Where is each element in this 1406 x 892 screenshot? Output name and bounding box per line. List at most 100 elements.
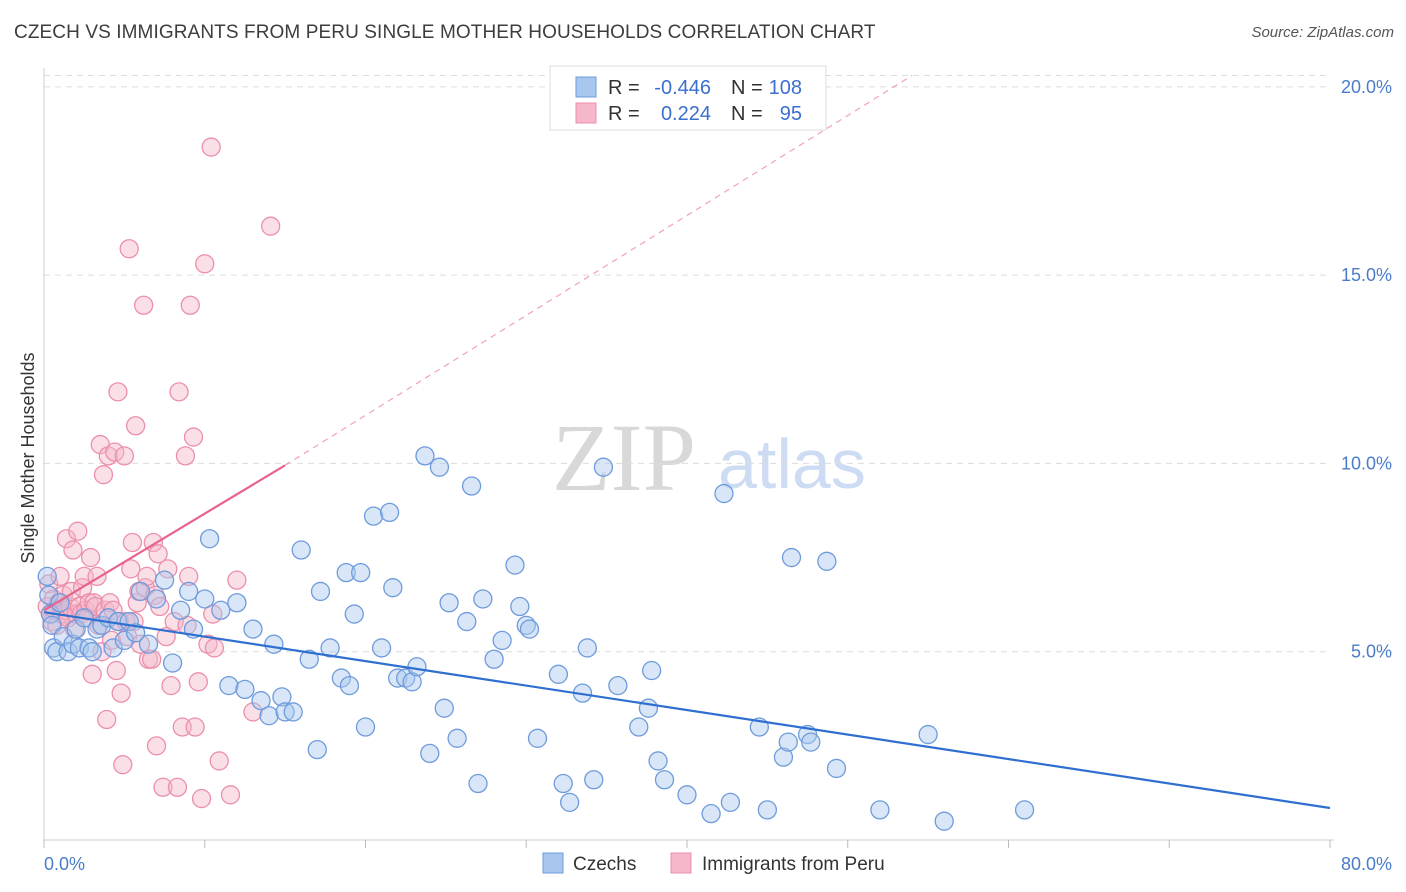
czech-point <box>195 589 215 609</box>
czech-point <box>243 619 263 639</box>
czech-point <box>154 570 175 590</box>
peru-point <box>105 442 125 462</box>
peru-point <box>108 382 128 402</box>
czech-points <box>37 446 1035 831</box>
peru-point <box>209 751 229 771</box>
czech-point <box>37 566 57 587</box>
peru-point <box>204 638 225 658</box>
peru-point <box>63 540 83 560</box>
czech-point <box>641 660 662 681</box>
czech-point <box>138 634 159 654</box>
peru-point <box>93 465 114 485</box>
peru-point <box>119 239 139 259</box>
series-legend: Czechs Immigrants from Peru <box>542 852 885 875</box>
czech-point <box>387 668 408 688</box>
czech-point <box>199 529 220 549</box>
czech-point <box>146 589 167 609</box>
czech-point <box>219 675 239 696</box>
peru-point <box>82 664 102 684</box>
czech-point <box>720 792 741 812</box>
czech-point <box>638 698 659 718</box>
czech-point <box>817 551 837 571</box>
czech-point <box>457 611 477 632</box>
peru-point <box>80 547 101 568</box>
czech-point <box>227 593 247 613</box>
peru-point <box>169 382 189 402</box>
peru-point <box>114 446 135 466</box>
czech-point <box>560 792 580 812</box>
trend-lines <box>43 75 1331 810</box>
czech-point <box>383 578 403 598</box>
czech-trend-line <box>43 611 1331 810</box>
legend-r-label-peru: R = <box>608 103 640 125</box>
czech-point <box>103 638 123 658</box>
legend-r-value-czechs: -0.446 <box>654 77 711 99</box>
legend-n-label-czechs: N = <box>731 77 763 99</box>
czech-point <box>492 630 512 651</box>
peru-point <box>106 660 126 681</box>
czech-point <box>654 770 675 790</box>
czech-point <box>363 506 384 526</box>
czech-point <box>593 457 614 477</box>
czech-point <box>553 773 573 794</box>
czech-point <box>310 581 331 602</box>
peru-point <box>158 559 178 579</box>
czech-point <box>283 702 303 722</box>
czech-point <box>307 739 327 760</box>
peru-point <box>113 755 133 775</box>
czech-point <box>82 642 102 662</box>
legend-swatch-czechs <box>575 76 597 98</box>
stats-legend: R = -0.446 N = 108 R = 0.224 N = 95 <box>549 65 827 131</box>
czech-point <box>291 540 311 560</box>
peru-point <box>261 216 281 236</box>
czech-point <box>714 483 734 504</box>
peru-point <box>220 785 241 805</box>
czech-point <box>320 638 340 658</box>
watermark-zip: ZIP <box>552 404 696 511</box>
czech-point <box>125 623 146 643</box>
czech-point <box>429 457 450 477</box>
source-label: Source: ZipAtlas.com <box>1251 24 1394 41</box>
peru-point <box>111 683 131 703</box>
peru-point <box>180 295 200 315</box>
peru-point <box>97 709 117 730</box>
czech-point <box>235 679 255 700</box>
czech-point <box>484 649 504 669</box>
czech-point <box>407 657 427 677</box>
peru-point <box>179 566 199 587</box>
czech-point <box>355 717 376 737</box>
peru-point <box>227 570 247 590</box>
czech-point <box>461 476 482 496</box>
peru-point <box>121 559 141 579</box>
bottom-legend-swatch-peru <box>670 852 692 874</box>
peru-trend-extension <box>284 75 913 466</box>
czech-point <box>447 728 467 748</box>
czech-point <box>39 585 59 605</box>
legend-r-label-czechs: R = <box>608 77 640 99</box>
y-tick-label: 15.0% <box>1341 265 1392 285</box>
czech-point <box>608 675 628 696</box>
czech-point <box>420 743 440 764</box>
peru-point <box>39 574 59 594</box>
czech-point <box>773 747 794 767</box>
czech-point <box>918 724 938 745</box>
x-tick-label-min: 0.0% <box>44 854 85 874</box>
czech-point <box>826 758 847 779</box>
peru-point <box>134 295 154 315</box>
peru-point <box>188 672 208 692</box>
axes <box>43 68 1334 841</box>
czech-point <box>1014 800 1035 820</box>
peru-point <box>161 675 181 696</box>
peru-point <box>195 254 215 274</box>
czech-point <box>434 698 454 718</box>
czech-point <box>757 800 778 820</box>
peru-point <box>201 137 221 157</box>
peru-point <box>122 532 143 553</box>
czech-point <box>170 600 191 620</box>
czech-point <box>339 675 360 696</box>
czech-point <box>379 502 400 523</box>
czech-point <box>510 596 530 617</box>
y-tick-label: 5.0% <box>1351 642 1392 662</box>
peru-point <box>148 544 168 564</box>
peru-point <box>191 788 212 809</box>
